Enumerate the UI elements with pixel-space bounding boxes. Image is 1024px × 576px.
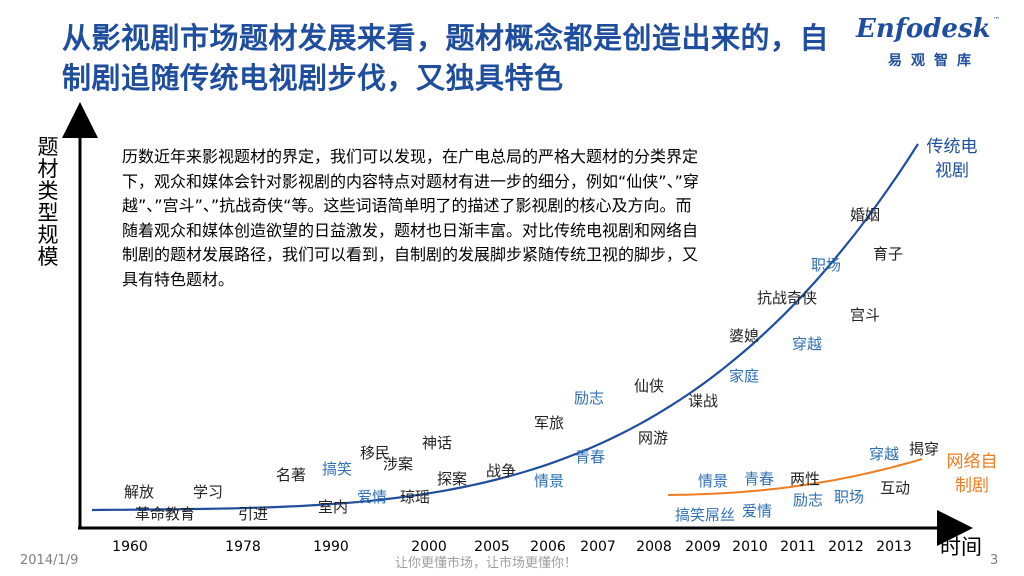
annotation-web-35: 职场 xyxy=(834,488,864,506)
logo-subtitle: 易观智库 xyxy=(888,53,980,69)
annotation-web-34: 励志 xyxy=(793,491,823,509)
annotation-tv-1: 革命教育 xyxy=(135,505,195,523)
logo-brand-text: Enfodesk xyxy=(856,14,991,44)
annotation-tv-10: 琼瑶 xyxy=(400,488,430,506)
annotation-tv-8: 涉案 xyxy=(383,455,413,473)
series-label-0-1: 视剧 xyxy=(935,161,969,181)
annotation-tv-12: 探案 xyxy=(437,470,467,488)
page-number: 3 xyxy=(990,553,999,568)
x-tick-2012: 2012 xyxy=(828,539,864,555)
annotation-tv-11: 神话 xyxy=(422,434,452,452)
series-label-1-1: 制剧 xyxy=(955,476,989,496)
annotation-tv-7: 移民 xyxy=(360,444,390,462)
x-axis-label: 时间 xyxy=(940,535,982,559)
x-tick-2000: 2000 xyxy=(411,539,447,555)
annotation-web-36: 互动 xyxy=(880,479,910,497)
x-tick-2013: 2013 xyxy=(876,539,912,555)
annotation-tv-14: 军旅 xyxy=(534,414,564,432)
x-tick-2005: 2005 xyxy=(474,539,510,555)
annotation-tv-27: 婚姻 xyxy=(850,206,880,224)
x-tick-1978: 1978 xyxy=(225,539,261,555)
annotation-tv-16: 励志 xyxy=(574,389,604,407)
chart-axes xyxy=(62,102,973,546)
annotation-tv-19: 网游 xyxy=(638,429,668,447)
description-text: 历数近年来影视题材的界定，我们可以发现，在广电总局的严格大题材的分类界定下，观众… xyxy=(122,147,699,289)
web-drama-curve xyxy=(667,458,923,496)
annotation-tv-2: 学习 xyxy=(193,483,223,501)
x-tick-2009: 2009 xyxy=(685,539,721,555)
annotation-tv-26: 宫斗 xyxy=(850,306,880,324)
annotation-web-30: 情景 xyxy=(698,472,728,490)
annotation-tv-6: 室内 xyxy=(318,498,348,516)
annotation-web-33: 两性 xyxy=(790,470,820,488)
annotation-tv-17: 青春 xyxy=(575,448,605,466)
series-label-1-0: 网络自 xyxy=(947,452,998,472)
annotation-web-31: 爱情 xyxy=(742,502,772,520)
annotation-tv-21: 家庭 xyxy=(729,367,759,385)
annotation-tv-3: 引进 xyxy=(238,505,268,523)
annotation-tv-15: 情景 xyxy=(534,472,564,490)
annotation-tv-5: 搞笑 xyxy=(322,460,352,478)
enfodesk-logo: Enfodesk ™ 易观智库 xyxy=(856,14,1006,76)
annotation-tv-23: 穿越 xyxy=(792,335,822,353)
x-tick-1990: 1990 xyxy=(313,539,349,555)
page-title: 从影视剧市场题材发展来看，题材概念都是创造出来的，自制剧追随传统电视剧步伐，又独… xyxy=(62,21,830,95)
traditional-tv-curve xyxy=(91,143,919,512)
annotation-tv-18: 仙侠 xyxy=(634,377,664,395)
footer-date: 2014/1/9 xyxy=(20,553,79,568)
y-axis-label: 题材类型规模 xyxy=(37,135,59,269)
series-label-0-0: 传统电 xyxy=(927,137,978,157)
annotation-tv-22: 婆媳 xyxy=(729,327,759,345)
x-tick-2010: 2010 xyxy=(732,539,768,555)
annotation-tv-9: 爱情 xyxy=(357,488,387,506)
annotation-web-38: 揭穿 xyxy=(909,440,939,458)
annotation-tv-25: 职场 xyxy=(811,256,841,274)
annotation-tv-20: 谍战 xyxy=(688,392,718,410)
x-tick-2011: 2011 xyxy=(780,539,816,555)
annotation-tv-0: 解放 xyxy=(124,483,154,501)
x-tick-2008: 2008 xyxy=(636,539,672,555)
annotation-web-37: 穿越 xyxy=(869,445,899,463)
annotation-web-29: 搞笑屌丝 xyxy=(675,506,735,524)
x-tick-2006: 2006 xyxy=(530,539,566,555)
x-tick-2007: 2007 xyxy=(580,539,616,555)
footer-slogan: 让你更懂市场，让市场更懂你！ xyxy=(395,556,578,571)
annotation-tv-4: 名著 xyxy=(276,466,306,484)
annotation-tv-24: 抗战奇侠 xyxy=(757,289,817,307)
annotation-tv-28: 育子 xyxy=(873,245,903,263)
x-tick-1960: 1960 xyxy=(112,539,148,555)
logo-trademark: ™ xyxy=(993,16,1000,24)
annotation-web-32: 青春 xyxy=(744,470,774,488)
annotation-tv-13: 战争 xyxy=(486,462,516,480)
x-tick-labels: 1960 1978 1990 2000 2005 2006 2007 2008 2009 2010… xyxy=(112,539,912,555)
